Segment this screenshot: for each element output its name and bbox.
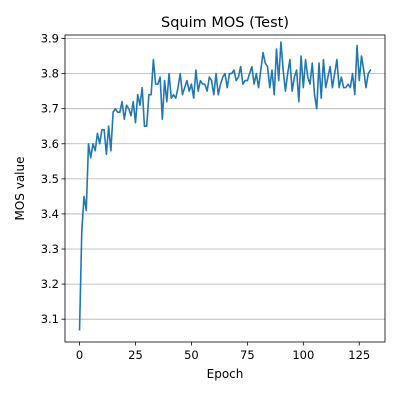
x-axis-label: Epoch: [207, 367, 244, 381]
x-tick-label: 25: [128, 348, 143, 362]
x-tick-label: 125: [348, 348, 370, 362]
y-tick-label: 3.1: [41, 312, 59, 326]
y-tick-label: 3.9: [41, 32, 59, 46]
y-tick-label: 3.2: [41, 277, 59, 291]
y-tick-label: 3.5: [41, 172, 59, 186]
grid-lines: [65, 38, 385, 320]
x-tick-label: 75: [240, 348, 255, 362]
y-tick-label: 3.8: [41, 67, 59, 81]
x-tick-label: 0: [76, 348, 83, 362]
plot-frame: [64, 34, 386, 343]
y-tick-label: 3.6: [41, 137, 59, 151]
x-tick-label: 50: [184, 348, 199, 362]
y-axis-ticks: 3.1 3.2 3.3 3.4 3.5 3.6 3.7 3.8 3.9: [41, 32, 65, 326]
y-tick-label: 3.4: [41, 207, 59, 221]
series-line: [78, 41, 372, 331]
y-tick-label: 3.7: [41, 102, 59, 116]
chart-title: Squim MOS (Test): [161, 15, 289, 31]
x-axis-ticks: 0 25 50 75 100 125: [76, 342, 370, 362]
series-layer: [78, 41, 372, 331]
y-tick-label: 3.3: [41, 242, 59, 256]
y-axis-label: MOS value: [13, 156, 27, 220]
x-tick-label: 100: [292, 348, 314, 362]
